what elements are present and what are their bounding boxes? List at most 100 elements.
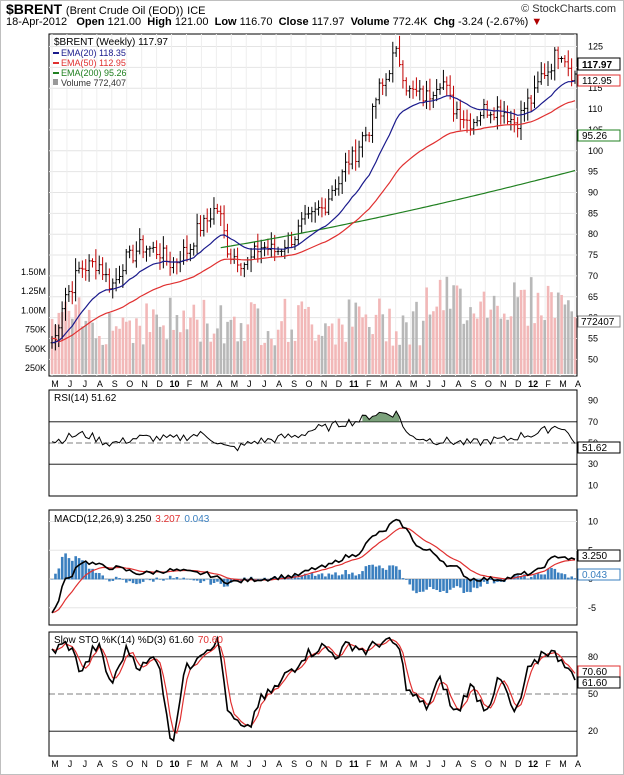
macd-hist-bar (67, 558, 71, 580)
legend-ema50: EMA(50) 112.95 (61, 58, 126, 68)
bottom-x-label: M (231, 759, 239, 769)
macd-hist-bar (367, 564, 371, 580)
sto-tick-label: 80 (588, 652, 598, 662)
volume-bar (401, 315, 405, 374)
macd-hist-bar (563, 574, 567, 580)
volume-bar (351, 326, 354, 374)
bottom-x-label: S (291, 759, 297, 769)
price-grid (49, 34, 577, 376)
bottom-x-label: D (515, 759, 522, 769)
volume-bar (158, 326, 162, 374)
close-tag: 117.97 (582, 60, 612, 71)
macd-hist-bar (226, 579, 229, 587)
macd-hist-bar (452, 579, 455, 588)
macd-hist-bar (320, 573, 324, 580)
volume-bar (459, 288, 462, 374)
price-x-axis: M J J A S O N D 10 F M A M J J A S O N D 11 F M A M J J A S O N D 12 F M A (51, 379, 581, 389)
volume-bar (168, 297, 172, 374)
volume-bar (84, 320, 88, 374)
volume-bar (297, 305, 300, 374)
volume-bar (263, 342, 266, 374)
bottom-x-label: D (336, 759, 343, 769)
macd-hist-bar (462, 579, 466, 593)
volume-tick-label: 250K (25, 363, 46, 373)
rsi-overbought-fill (335, 411, 400, 422)
rsi-tick-label: 10 (588, 480, 598, 490)
volume-bar (209, 341, 212, 374)
volume-bar (408, 344, 412, 374)
price-x-label: M (380, 379, 388, 389)
macd-hist-bar (523, 574, 526, 580)
volume-value: 772.4K (392, 16, 428, 28)
macd-hist-bar (260, 579, 263, 580)
volume-bar (229, 319, 233, 374)
macd-hist-bar (145, 578, 148, 580)
macd-hist-bar (64, 553, 67, 580)
macd-hist-bar (398, 569, 401, 580)
volume-bar (199, 341, 202, 374)
volume-bar (74, 304, 78, 374)
macd-hist-bar (327, 573, 331, 580)
macd-hist-bar (455, 579, 459, 587)
macd-hist-bar (131, 579, 135, 584)
macd-legend-main: MACD(12,26,9) 3.250 (54, 514, 152, 525)
low-label: Low (214, 16, 237, 28)
volume-bar (327, 326, 331, 374)
price-tick-label: 125 (588, 42, 603, 52)
macd-hist-bar (317, 574, 320, 580)
macd-hist-bar (303, 573, 307, 580)
close-label: Close (278, 16, 309, 28)
sto-k-tag-box (577, 676, 621, 689)
high-label: High (147, 16, 172, 28)
bottom-x-label: F (366, 759, 372, 769)
volume-y-axis: 1.50M 1.25M 1.00M 750K 500K 250K (21, 267, 46, 373)
macd-hist-bar (84, 562, 88, 580)
price-y-axis: 12512011511010510095908580757065605550 (588, 42, 603, 365)
volume-bar (462, 323, 466, 374)
macd-hist-bar (489, 579, 493, 580)
macd-tag: 3.250 (582, 551, 607, 562)
volume-bar (513, 282, 516, 374)
macd-hist-bar (391, 565, 395, 580)
price-x-label: S (470, 379, 476, 389)
volume-bar (216, 328, 219, 374)
price-tick-label: 95 (588, 167, 598, 177)
macd-hist-bar (192, 579, 196, 581)
volume-bar (553, 317, 557, 374)
volume-label: Volume (350, 16, 390, 28)
volume-bar (125, 321, 128, 374)
volume-bar (455, 285, 459, 374)
macd-hist-bar (71, 560, 74, 580)
volume-bar (398, 344, 401, 374)
price-tick-label: 115 (588, 83, 602, 93)
volume-bar (340, 324, 344, 374)
macd-hist-bar (108, 579, 111, 582)
macd-hist-bar (371, 564, 374, 580)
bottom-x-label: O (126, 759, 133, 769)
volume-bar (179, 332, 182, 374)
macd-hist-bar (526, 578, 530, 580)
volume-bar (185, 329, 189, 374)
macd-hist-bar (405, 579, 408, 580)
macd-hist-bar (435, 579, 439, 591)
macd-hist-bar (536, 573, 540, 580)
macd-hist-bar (189, 579, 192, 580)
volume-bar (60, 312, 64, 374)
macd-hist-bar (421, 579, 425, 592)
price-x-label: J (68, 379, 73, 389)
volume-bar (337, 318, 341, 374)
macd-hist-bar (324, 576, 327, 580)
macd-hist-bar (128, 579, 132, 582)
bottom-x-label: 11 (349, 759, 359, 769)
macd-hist-bar (206, 578, 209, 580)
price-x-label: O (485, 379, 492, 389)
macd-hist-bar (361, 571, 364, 580)
macd-hist-bar (297, 577, 300, 580)
close-value: 117.97 (311, 16, 345, 28)
macd-legend-signal: 3.207 (155, 514, 180, 525)
bottom-x-label: S (112, 759, 118, 769)
macd-hist-bar (219, 579, 223, 584)
sto-grid (49, 656, 577, 732)
volume-bar (509, 316, 513, 374)
